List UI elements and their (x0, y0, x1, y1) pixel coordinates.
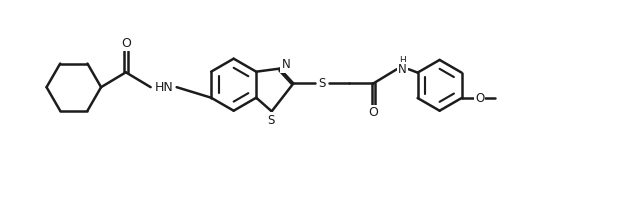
Text: O: O (475, 92, 484, 104)
Text: S: S (318, 77, 325, 90)
Text: N: N (281, 58, 291, 71)
Text: O: O (121, 37, 131, 50)
Text: S: S (267, 113, 274, 126)
Text: HN: HN (154, 81, 173, 94)
Text: N: N (398, 63, 407, 76)
Text: O: O (368, 106, 378, 119)
Text: H: H (399, 56, 406, 65)
